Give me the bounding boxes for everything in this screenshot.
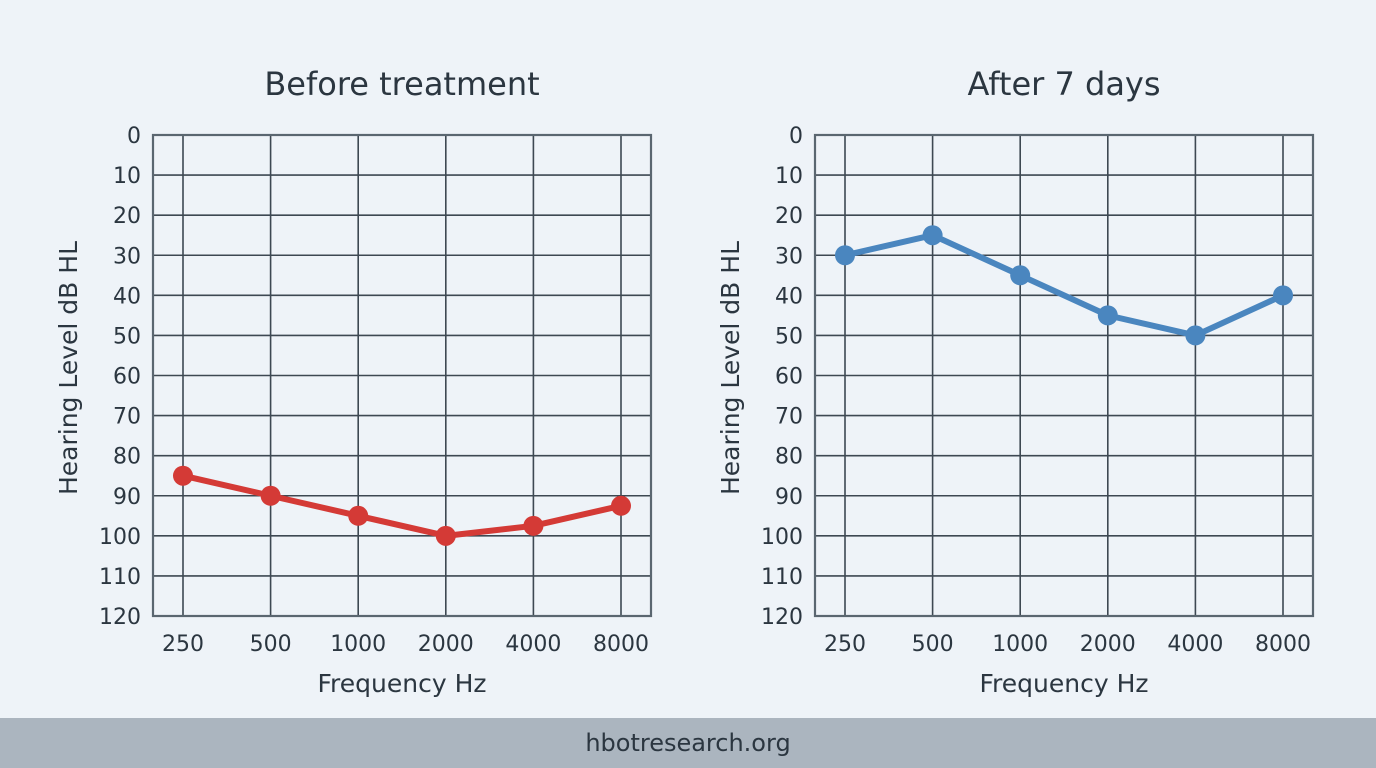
footer-banner: hbotresearch.org (0, 718, 1376, 768)
y-tick-label: 90 (775, 485, 803, 510)
x-tick-label: 2000 (418, 632, 474, 657)
data-point (835, 245, 855, 266)
data-point (523, 515, 544, 536)
footer-source-text: hbotresearch.org (585, 729, 791, 757)
y-tick-label: 50 (113, 324, 141, 349)
x-tick-label: 250 (824, 632, 866, 657)
data-point (1010, 265, 1031, 286)
data-point (922, 225, 943, 246)
y-tick-label: 40 (113, 284, 141, 309)
y-tick-labels: 0 10 20 30 40 50 60 70 80 90 100 110 120 (761, 124, 803, 630)
y-tick-label: 70 (113, 405, 141, 430)
chart-title: Before treatment (264, 65, 539, 103)
series-points (173, 465, 631, 546)
y-tick-label: 120 (761, 605, 803, 630)
y-tick-label: 20 (113, 204, 141, 229)
data-point (260, 485, 281, 506)
audiogram-figure: Before treatment 01020304050607080901001… (54, 65, 1315, 698)
x-tick-label: 2000 (1080, 632, 1136, 657)
y-tick-label: 110 (761, 565, 803, 590)
x-tick-label: 8000 (593, 632, 649, 657)
y-tick-label: 0 (789, 124, 803, 149)
x-tick-label: 1000 (992, 632, 1048, 657)
y-tick-label: 60 (775, 365, 803, 390)
y-tick-label: 90 (113, 485, 141, 510)
x-tick-label: 250 (162, 632, 204, 657)
y-tick-label: 120 (99, 605, 141, 630)
y-tick-label: 110 (99, 565, 141, 590)
plot-grid (813, 133, 1315, 618)
chart-after-7-days: After 7 days 0 10 20 30 40 50 60 70 80 90 100 110 12… (716, 65, 1315, 698)
y-tick-label: 100 (761, 525, 803, 550)
series-line (180, 472, 624, 539)
x-tick-label: 500 (250, 632, 292, 657)
data-point (435, 525, 456, 546)
data-line (180, 472, 624, 539)
data-point (1097, 305, 1118, 326)
data-point (611, 495, 631, 516)
y-tick-label: 20 (775, 204, 803, 229)
y-tick-label: 100 (99, 525, 141, 550)
x-tick-label: 4000 (1167, 632, 1223, 657)
data-point (348, 505, 369, 526)
y-axis-label: Hearing Level dB HL (54, 241, 83, 495)
x-tick-label: 8000 (1255, 632, 1311, 657)
x-tick-label: 500 (912, 632, 954, 657)
plot-frame (151, 133, 653, 618)
series-line (842, 232, 1286, 339)
data-point (173, 465, 193, 486)
x-axis-label: Frequency Hz (317, 669, 486, 698)
y-tick-label: 80 (775, 445, 803, 470)
y-tick-label: 50 (775, 324, 803, 349)
y-tick-label: 40 (775, 284, 803, 309)
y-tick-label: 10 (775, 164, 803, 189)
y-tick-label: 70 (775, 405, 803, 430)
y-tick-label: 80 (113, 445, 141, 470)
x-tick-label: 4000 (505, 632, 561, 657)
chart-title: After 7 days (967, 65, 1160, 103)
y-tick-labels: 0 10 20 30 40 50 60 70 80 90 100 110 120 (99, 124, 141, 630)
plot-frame (813, 133, 1315, 618)
series-points (835, 225, 1293, 346)
y-axis-label: Hearing Level dB HL (716, 241, 745, 495)
chart-before-treatment: Before treatment 0 10 20 30 40 50 60 70 80 90 100 1… (54, 65, 653, 698)
y-tick-label: 30 (775, 244, 803, 269)
x-tick-labels: 250 500 1000 2000 4000 8000 (824, 632, 1311, 657)
x-axis-label: Frequency Hz (979, 669, 1148, 698)
plot-grid (151, 133, 653, 618)
data-point (1185, 325, 1206, 346)
y-tick-label: 60 (113, 365, 141, 390)
y-tick-label: 0 (127, 124, 141, 149)
y-tick-label: 30 (113, 244, 141, 269)
x-tick-label: 1000 (330, 632, 386, 657)
data-point (1273, 285, 1293, 306)
x-tick-labels: 250 500 1000 2000 4000 8000 (162, 632, 649, 657)
data-line (842, 232, 1286, 339)
y-tick-label: 10 (113, 164, 141, 189)
